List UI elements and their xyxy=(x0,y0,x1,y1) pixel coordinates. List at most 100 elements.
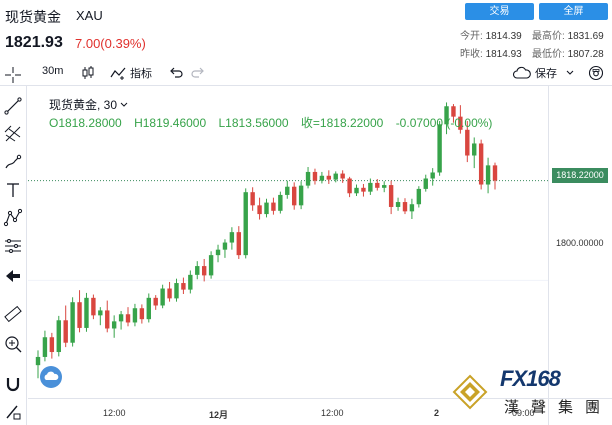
candle-body xyxy=(298,185,304,206)
candle-body xyxy=(278,194,283,211)
candle-body xyxy=(375,182,380,188)
candle-body xyxy=(208,255,214,276)
candle-body xyxy=(368,182,373,192)
x-tick-label: 12月 xyxy=(209,410,229,420)
candle-body xyxy=(174,283,179,299)
candle-body xyxy=(63,320,68,343)
candle-body xyxy=(409,204,415,212)
back-arrow-icon[interactable] xyxy=(3,266,23,286)
candle-body xyxy=(243,192,248,256)
save-button[interactable]: 保存 xyxy=(535,68,557,80)
brush-icon[interactable] xyxy=(3,152,23,172)
legend-close: 收=1818.22000 xyxy=(300,116,384,130)
candle-body xyxy=(70,302,75,343)
fib-icon[interactable] xyxy=(3,124,23,144)
crosshair-icon[interactable] xyxy=(4,66,22,84)
text-icon[interactable] xyxy=(3,180,23,200)
interval-selector[interactable]: 30m xyxy=(42,65,64,77)
candle-body xyxy=(285,186,290,195)
legend-low: L1813.56000 xyxy=(218,116,289,130)
legend-open: O1818.28000 xyxy=(49,116,122,130)
candle-body xyxy=(215,249,221,256)
x-tick-label: 09:00 xyxy=(512,408,535,418)
candle-body xyxy=(333,173,338,180)
indicators-button[interactable]: 指标 xyxy=(130,68,152,80)
trendline-icon[interactable] xyxy=(3,96,23,116)
candle-body xyxy=(271,202,276,211)
x-tick-label: 2 xyxy=(434,408,440,418)
price-change: 7.00(0.39%) xyxy=(75,36,146,51)
candle-body xyxy=(91,297,96,316)
candle-body xyxy=(42,337,48,357)
candle-body xyxy=(139,308,145,320)
candle-style-icon[interactable] xyxy=(80,65,96,81)
candle-body xyxy=(167,288,172,299)
candle-body xyxy=(49,337,55,353)
candle-body xyxy=(382,185,387,188)
candle-body xyxy=(146,297,151,320)
candle-body xyxy=(465,129,470,156)
legend-chevron-icon[interactable] xyxy=(120,101,128,109)
chart-canvas[interactable] xyxy=(28,86,612,425)
fullscreen-button[interactable]: 全屏 xyxy=(539,3,608,20)
candle-body xyxy=(35,356,41,366)
navigation-cloud-icon[interactable] xyxy=(40,366,62,388)
quote-prev-close: 昨收: 1814.93 xyxy=(460,49,522,60)
candle-body xyxy=(354,187,359,194)
candle-body xyxy=(188,274,193,290)
undo-icon[interactable] xyxy=(168,65,184,81)
trade-button[interactable]: 交易 xyxy=(465,3,534,20)
candle-body xyxy=(195,266,200,275)
ruler-icon[interactable] xyxy=(3,304,23,324)
legend-change: -0.07000 (-0.00%) xyxy=(395,116,493,130)
candle-body xyxy=(264,202,269,215)
candle-body xyxy=(257,205,262,215)
candle-body xyxy=(236,232,242,256)
candle-body xyxy=(201,266,207,276)
candle-body xyxy=(319,175,325,181)
watermark-logo: FX168 漢聲集團 xyxy=(448,366,612,425)
cloud-icon[interactable] xyxy=(512,65,532,81)
candle-body xyxy=(181,283,186,290)
last-price: 1821.93 xyxy=(5,34,63,51)
redo-icon[interactable] xyxy=(190,65,206,81)
candle-body xyxy=(437,124,442,173)
candle-body xyxy=(118,314,124,322)
x-tick-label: 12:00 xyxy=(103,408,126,418)
candle-body xyxy=(361,187,366,192)
candle-body xyxy=(402,202,408,212)
quote-low: 最低价: 1807.28 xyxy=(532,49,604,60)
candle-body xyxy=(98,310,103,316)
measure-icon[interactable] xyxy=(3,236,23,256)
logo-diamond-icon xyxy=(452,374,488,410)
pencil-lock-icon[interactable] xyxy=(3,402,23,422)
candle-body xyxy=(326,175,332,180)
x-tick-label: 12:00 xyxy=(321,408,344,418)
candle-body xyxy=(492,165,498,181)
candle-body xyxy=(312,171,318,181)
indicator-icon[interactable] xyxy=(110,65,126,81)
candle-body xyxy=(305,171,311,186)
zoom-in-icon[interactable] xyxy=(3,334,23,354)
logo-cn-text: 漢聲集團 xyxy=(504,399,612,416)
legend-ohlc: O1818.28000 H1819.46000 L1813.56000 收=18… xyxy=(49,114,501,131)
pattern-icon[interactable] xyxy=(3,208,23,228)
candle-body xyxy=(388,185,394,207)
drawing-tools-strip xyxy=(0,86,27,425)
candle-body xyxy=(250,192,255,206)
legend-title: 现货黄金, 30 xyxy=(49,96,128,113)
price-chart[interactable]: 现货黄金, 30 O1818.28000 H1819.46000 L1813.5… xyxy=(28,86,612,425)
chevron-down-icon[interactable] xyxy=(565,65,575,81)
candle-body xyxy=(478,143,484,185)
candle-body xyxy=(153,297,158,306)
candle-body xyxy=(340,173,345,179)
camera-icon[interactable] xyxy=(588,65,604,81)
candle-body xyxy=(84,297,89,328)
magnet-icon[interactable] xyxy=(3,374,23,394)
candle-body xyxy=(395,202,401,207)
candle-body xyxy=(416,188,422,205)
chart-toolbar: 30m 指标 保存 xyxy=(0,62,612,86)
y-tick-label: 1800.00000 xyxy=(556,238,604,248)
candle-body xyxy=(160,288,165,306)
symbol-name: 现货黄金 xyxy=(5,9,61,25)
